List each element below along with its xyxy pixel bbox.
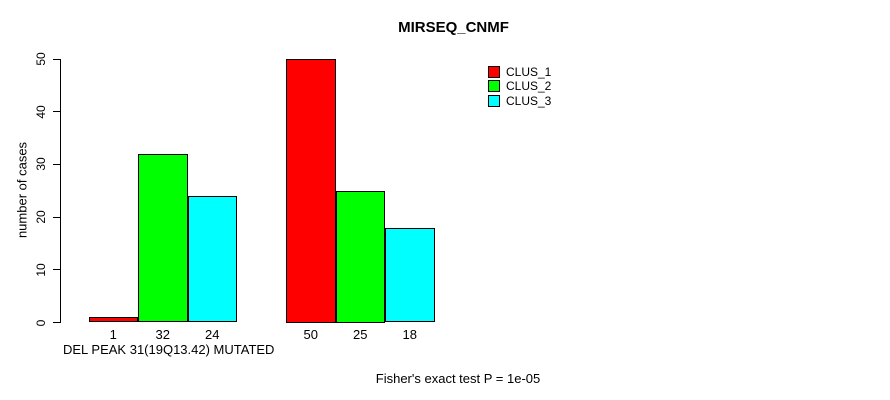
legend-swatch-icon <box>488 66 500 78</box>
legend-label: CLUS_2 <box>506 79 552 94</box>
y-axis-tick-label: 40 <box>34 105 48 119</box>
bar-clus_1-group1 <box>88 317 138 323</box>
chart-title: MIRSEQ_CNMF <box>398 19 509 36</box>
y-axis-label: number of cases <box>14 141 30 239</box>
y-axis-tick-label: 30 <box>34 157 48 172</box>
bar-clus_2-group2 <box>335 190 385 323</box>
bar-value-label: 32 <box>155 327 170 342</box>
y-axis-tick <box>53 111 60 113</box>
bar-value-label: 1 <box>109 327 117 342</box>
x-group-label: DEL PEAK 31(19Q13.42) MUTATED <box>63 342 275 357</box>
legend: CLUS_1 CLUS_2 CLUS_3 <box>488 65 551 108</box>
legend-item-clus_3: CLUS_3 <box>488 94 551 108</box>
legend-item-clus_1: CLUS_1 <box>488 65 551 79</box>
bar-value-label: 25 <box>353 327 368 342</box>
bar-value-label: 50 <box>303 327 318 342</box>
y-axis-tick-label: 0 <box>34 319 48 326</box>
legend-label: CLUS_3 <box>506 93 552 108</box>
legend-swatch-icon <box>488 80 500 93</box>
y-axis-tick <box>53 269 60 271</box>
y-axis-tick-label: 10 <box>34 263 48 277</box>
legend-swatch-icon <box>488 94 500 107</box>
y-axis-tick-label: 20 <box>34 210 48 224</box>
bar-clus_3-group2 <box>385 227 435 323</box>
bar-value-label: 18 <box>402 327 417 342</box>
bar-clus_1-group2 <box>286 59 336 323</box>
fisher-test-annotation: Fisher's exact test P = 1e-05 <box>375 371 541 386</box>
y-axis-tick <box>53 58 60 60</box>
bar-clus_3-group1 <box>187 196 237 323</box>
y-axis-tick <box>53 163 60 165</box>
bar-clus_2-group1 <box>138 153 188 323</box>
y-axis-tick <box>53 216 60 218</box>
bar-value-label: 24 <box>205 327 220 342</box>
y-axis-line <box>60 59 61 323</box>
y-axis-tick-label: 50 <box>34 52 48 66</box>
y-axis-tick <box>53 322 60 323</box>
legend-item-clus_2: CLUS_2 <box>488 79 551 93</box>
legend-label: CLUS_1 <box>506 65 552 79</box>
